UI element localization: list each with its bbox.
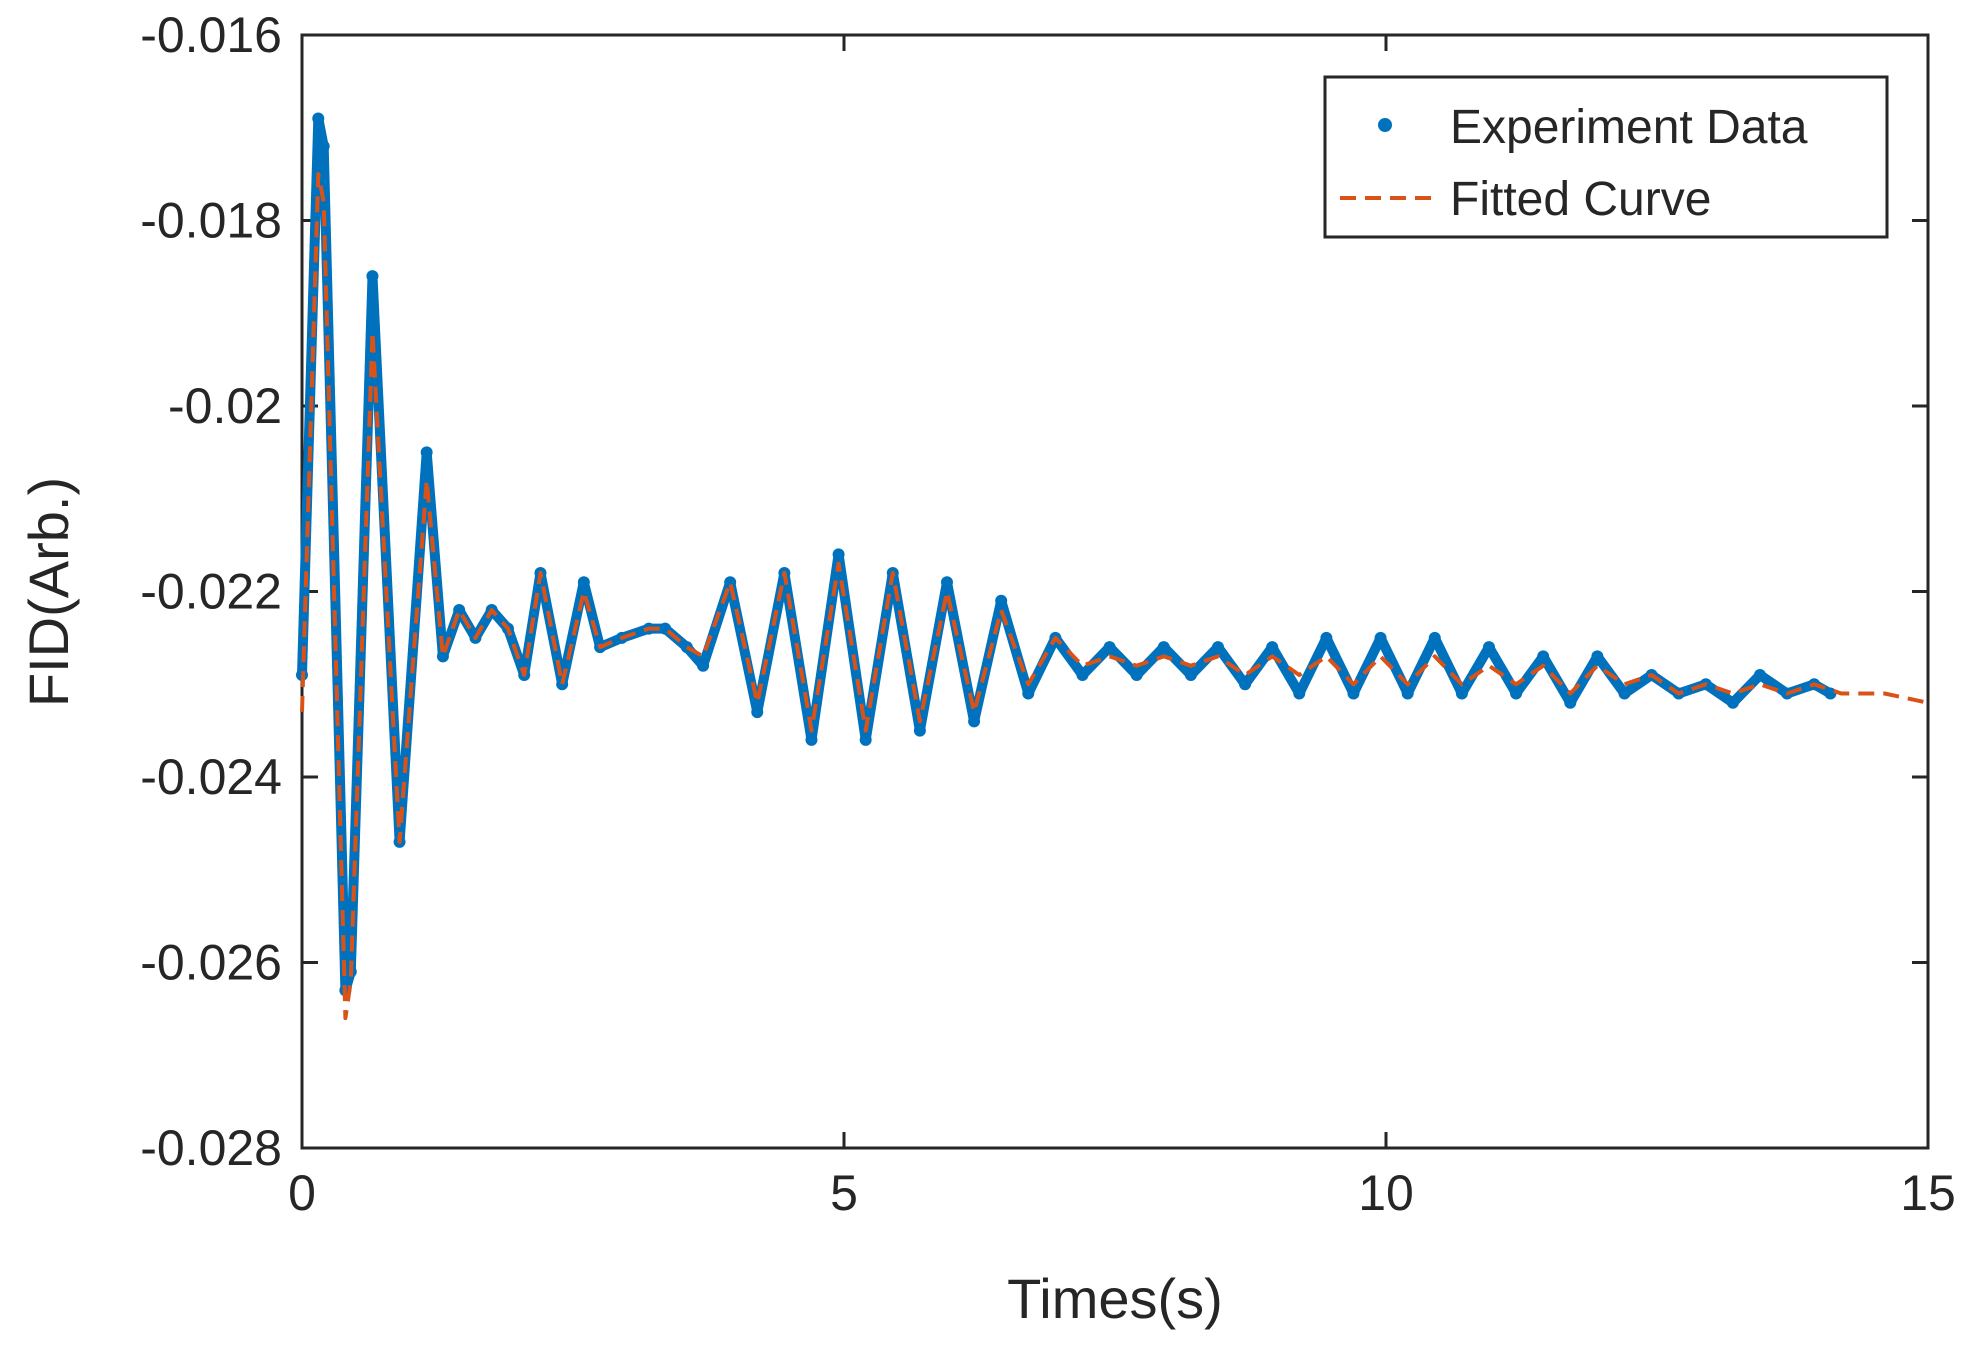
experiment-data-point xyxy=(312,112,325,125)
legend: Experiment Data Fitted Curve xyxy=(1323,75,1889,239)
y-axis-label: FID(Arb.) xyxy=(17,477,80,707)
experiment-data-point xyxy=(1401,687,1414,700)
experiment-data-point xyxy=(1726,696,1739,709)
experiment-data-point xyxy=(1211,641,1224,654)
experiment-data-point xyxy=(366,270,379,283)
experiment-data-point xyxy=(751,706,764,719)
x-axis-label: Times(s) xyxy=(1007,1267,1223,1330)
experiment-data-point xyxy=(805,733,818,746)
experiment-data-point xyxy=(832,548,845,561)
experiment-data-point xyxy=(697,659,710,672)
experiment-data-point xyxy=(1564,696,1577,709)
x-tick-label: 10 xyxy=(1358,1165,1414,1221)
experiment-data-point xyxy=(1824,687,1837,700)
experiment-data-point xyxy=(913,724,926,737)
legend-marker-experiment-data xyxy=(1378,118,1392,132)
y-tick-label: -0.018 xyxy=(140,193,282,249)
experiment-data-point xyxy=(968,715,981,728)
series-fitted-curve xyxy=(300,172,1929,1021)
experiment-data-point xyxy=(1184,668,1197,681)
experiment-data-point xyxy=(1239,678,1252,691)
y-tick-label: -0.026 xyxy=(140,935,282,991)
experiment-data-point xyxy=(1510,687,1523,700)
x-tick-label: 5 xyxy=(830,1165,858,1221)
legend-dot xyxy=(1378,118,1392,132)
experiment-data-point xyxy=(1320,631,1333,644)
experiment-data-point xyxy=(1266,641,1279,654)
experiment-data-point xyxy=(577,576,590,589)
experiment-data-point xyxy=(1455,687,1468,700)
experiment-data-point xyxy=(1157,641,1170,654)
x-axis: 0 5 10 15 xyxy=(288,35,1956,1221)
legend-label-experiment-data: Experiment Data xyxy=(1450,101,1808,154)
experiment-data-point xyxy=(1130,668,1143,681)
experiment-data-point xyxy=(1076,668,1089,681)
experiment-data-point xyxy=(1374,631,1387,644)
y-tick-label: -0.022 xyxy=(140,564,282,620)
y-axis: -0.028 -0.026 -0.024 -0.022 -0.02 -0.018 -0.01… xyxy=(140,7,1928,1176)
experiment-data-point xyxy=(1347,687,1360,700)
experiment-data-point xyxy=(1293,687,1306,700)
legend-box xyxy=(1323,75,1889,239)
experiment-data-point xyxy=(556,678,569,691)
y-tick-label: -0.024 xyxy=(140,749,282,805)
experiment-data-point xyxy=(995,594,1008,607)
legend-label-fitted-curve: Fitted Curve xyxy=(1450,173,1711,226)
experiment-data-point xyxy=(420,446,433,459)
experiment-data-point xyxy=(724,576,737,589)
experiment-data-point xyxy=(1537,650,1550,663)
experiment-data-point xyxy=(1591,650,1604,663)
experiment-data-point xyxy=(1753,668,1766,681)
experiment-data-point xyxy=(859,733,872,746)
experiment-data-point xyxy=(1618,687,1631,700)
experiment-data-point xyxy=(1103,641,1116,654)
experiment-data-point xyxy=(1022,687,1035,700)
x-tick-label: 15 xyxy=(1900,1165,1956,1221)
x-tick-label: 0 xyxy=(288,1165,316,1221)
experiment-data-point xyxy=(940,576,953,589)
y-tick-label: -0.028 xyxy=(140,1120,282,1176)
y-tick-label: -0.016 xyxy=(140,7,282,63)
y-tick-label: -0.02 xyxy=(168,378,282,434)
experiment-data-point xyxy=(1482,641,1495,654)
experiment-data-point xyxy=(317,140,330,153)
experiment-data-point xyxy=(1428,631,1441,644)
series-layer xyxy=(296,112,1929,1021)
experiment-data-point xyxy=(436,650,449,663)
